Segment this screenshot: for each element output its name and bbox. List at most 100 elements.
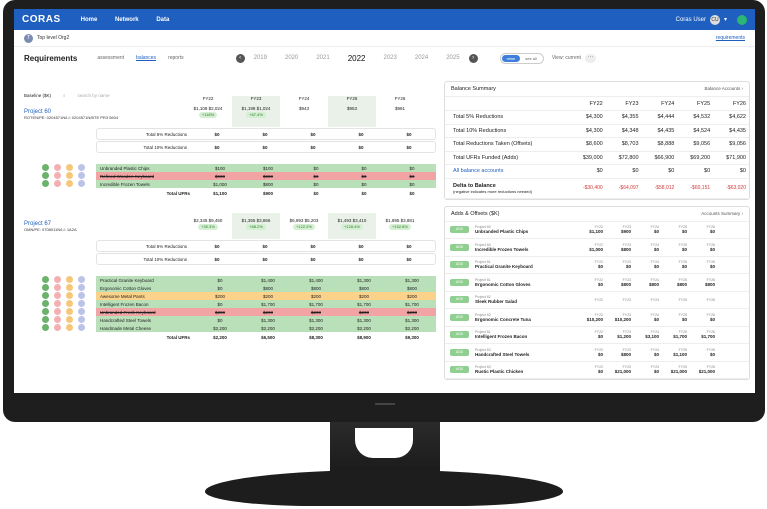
list-item[interactable]: Awesome Metal Pants $200 $200 $200 $200 $200 (96, 292, 436, 300)
add-button[interactable]: ADD (450, 278, 469, 286)
chevron-down-icon[interactable]: ▾ (723, 17, 727, 23)
info-icon[interactable] (78, 292, 85, 299)
chat-icon[interactable] (737, 14, 747, 25)
edit-icon[interactable] (66, 292, 73, 299)
tab-reports[interactable]: reports (168, 55, 184, 61)
edit-icon[interactable] (66, 316, 73, 323)
info-icon[interactable] (78, 276, 85, 283)
project-name[interactable]: Project 60 (24, 108, 52, 115)
approve-icon[interactable] (42, 164, 49, 171)
requirements-link[interactable]: requirements (715, 35, 745, 41)
toggle-mine[interactable]: mine (501, 54, 521, 62)
list-item[interactable]: Refined Wooden Keyboard $900 $800 $0 $0 $0 (96, 172, 436, 180)
approve-icon[interactable] (42, 300, 49, 307)
edit-icon[interactable] (66, 172, 73, 179)
requirements-toolbar: Requirements assessment balances reports… (14, 47, 755, 69)
add-button[interactable]: ADD (450, 261, 469, 269)
year-2025[interactable]: 2025 (446, 55, 460, 61)
approve-icon[interactable] (42, 284, 49, 291)
reject-icon[interactable] (54, 180, 61, 187)
approve-icon[interactable] (42, 316, 49, 323)
info-icon[interactable] (78, 316, 85, 323)
edit-icon[interactable] (66, 300, 73, 307)
list-item[interactable]: Incredible Frozen Towels $1,000 $800 $0 $0 $0 (96, 180, 436, 188)
chevron-left-icon[interactable]: ‹ (235, 53, 245, 63)
nav-network[interactable]: Network (114, 16, 139, 23)
edit-icon[interactable] (66, 324, 73, 331)
reject-icon[interactable] (54, 316, 61, 323)
project-name[interactable]: Project 67 (24, 220, 52, 227)
edit-icon[interactable] (66, 180, 73, 187)
app-logo[interactable]: CORAS (22, 14, 61, 25)
list-item[interactable]: Handcrafted Steel Towels $0 $1,300 $1,300 $1… (96, 316, 436, 324)
approve-icon[interactable] (42, 308, 49, 315)
approve-icon[interactable] (42, 324, 49, 331)
reject-icon[interactable] (54, 324, 61, 331)
nav-home[interactable]: Home (80, 16, 98, 23)
more-icon[interactable]: ··· (584, 53, 596, 63)
reject-icon[interactable] (54, 276, 61, 283)
add-button[interactable]: ADD (450, 226, 469, 234)
add-button[interactable]: ADD (450, 331, 469, 339)
year-2020[interactable]: 2020 (284, 55, 299, 61)
list-item[interactable]: Handmade Metal Cheese $2,200 $2,200 $2,200 $… (96, 324, 436, 332)
approve-icon[interactable] (42, 172, 49, 179)
list-item[interactable]: Intelligent Frozen Bacon $0 $1,700 $1,700 $1… (96, 300, 436, 308)
info-icon[interactable] (78, 300, 85, 307)
reject-icon[interactable] (54, 164, 61, 171)
edit-icon[interactable] (66, 308, 73, 315)
approve-icon[interactable] (42, 276, 49, 283)
avatar[interactable]: CU (709, 14, 720, 25)
year-2023[interactable]: 2023 (383, 55, 397, 61)
info-icon[interactable] (78, 164, 85, 171)
user-name[interactable]: Coras User (675, 16, 706, 23)
info-icon[interactable] (78, 172, 85, 179)
reject-icon[interactable] (54, 172, 61, 179)
info-icon[interactable] (78, 324, 85, 331)
edit-icon[interactable] (66, 276, 73, 283)
ufr-total-row: Total UFRs $2,200 $6,500 $8,300 $8,900 $9,300 (96, 332, 439, 343)
list-item[interactable]: Ergonomic Cotton Gloves $0 $800 $800 $800 $80… (96, 284, 436, 292)
item-value: $200 (262, 293, 273, 299)
nav-data[interactable]: Data (156, 16, 170, 23)
year-2022[interactable]: 2022 (347, 53, 366, 63)
edit-icon[interactable] (66, 164, 73, 171)
search-input[interactable]: search by name (77, 92, 110, 98)
scope-toggle[interactable]: mine see all (499, 52, 544, 64)
row-label[interactable]: All balance accounts (445, 164, 570, 179)
add-button[interactable]: ADD (450, 313, 469, 321)
list-item[interactable]: Practical Granite Keyboard $0 $1,400 $1,400… (96, 276, 436, 284)
year-2021[interactable]: 2021 (316, 55, 330, 61)
reject-icon[interactable] (54, 292, 61, 299)
value-cell: FY23 $21,000 (603, 365, 631, 374)
value-cell: FY22 $10,200 (575, 313, 603, 322)
add-button[interactable]: ADD (450, 348, 469, 356)
approve-icon[interactable] (42, 292, 49, 299)
chevron-right-icon[interactable]: › (468, 53, 478, 63)
info-icon[interactable] (78, 308, 85, 315)
add-button[interactable]: ADD (450, 296, 469, 304)
list-item[interactable]: Unbranded Fresh Keyboard $200 $200 $200 $200… (96, 308, 436, 316)
info-icon[interactable] (78, 284, 85, 291)
cell-value: $69,200 (677, 151, 714, 165)
total-value: $0 (358, 243, 364, 249)
balance-accounts-link[interactable]: Balance Accounts › (704, 86, 743, 91)
view-selector[interactable]: View: current (551, 55, 581, 61)
add-button[interactable]: ADD (450, 366, 469, 374)
tab-balances[interactable]: balances (136, 55, 157, 61)
reject-icon[interactable] (54, 308, 61, 315)
list-item[interactable]: Unbranded Plastic Chips $100 $100 $0 $0 $0 (96, 164, 436, 172)
tab-assessment[interactable]: assessment (97, 55, 125, 61)
add-button[interactable]: ADD (450, 243, 469, 251)
reject-icon[interactable] (54, 300, 61, 307)
approve-icon[interactable] (42, 180, 49, 187)
value-cell: FY22 (575, 298, 603, 302)
toggle-see-all[interactable]: see all (525, 55, 537, 61)
reject-icon[interactable] (54, 284, 61, 291)
org-name[interactable]: Top level Org2 (37, 35, 70, 41)
info-icon[interactable] (78, 180, 85, 187)
year-2024[interactable]: 2024 (414, 55, 429, 61)
edit-icon[interactable] (66, 284, 73, 291)
year-2019[interactable]: 2019 (253, 55, 267, 61)
accounts-summary-link[interactable]: Accounts Summary › (701, 210, 743, 216)
